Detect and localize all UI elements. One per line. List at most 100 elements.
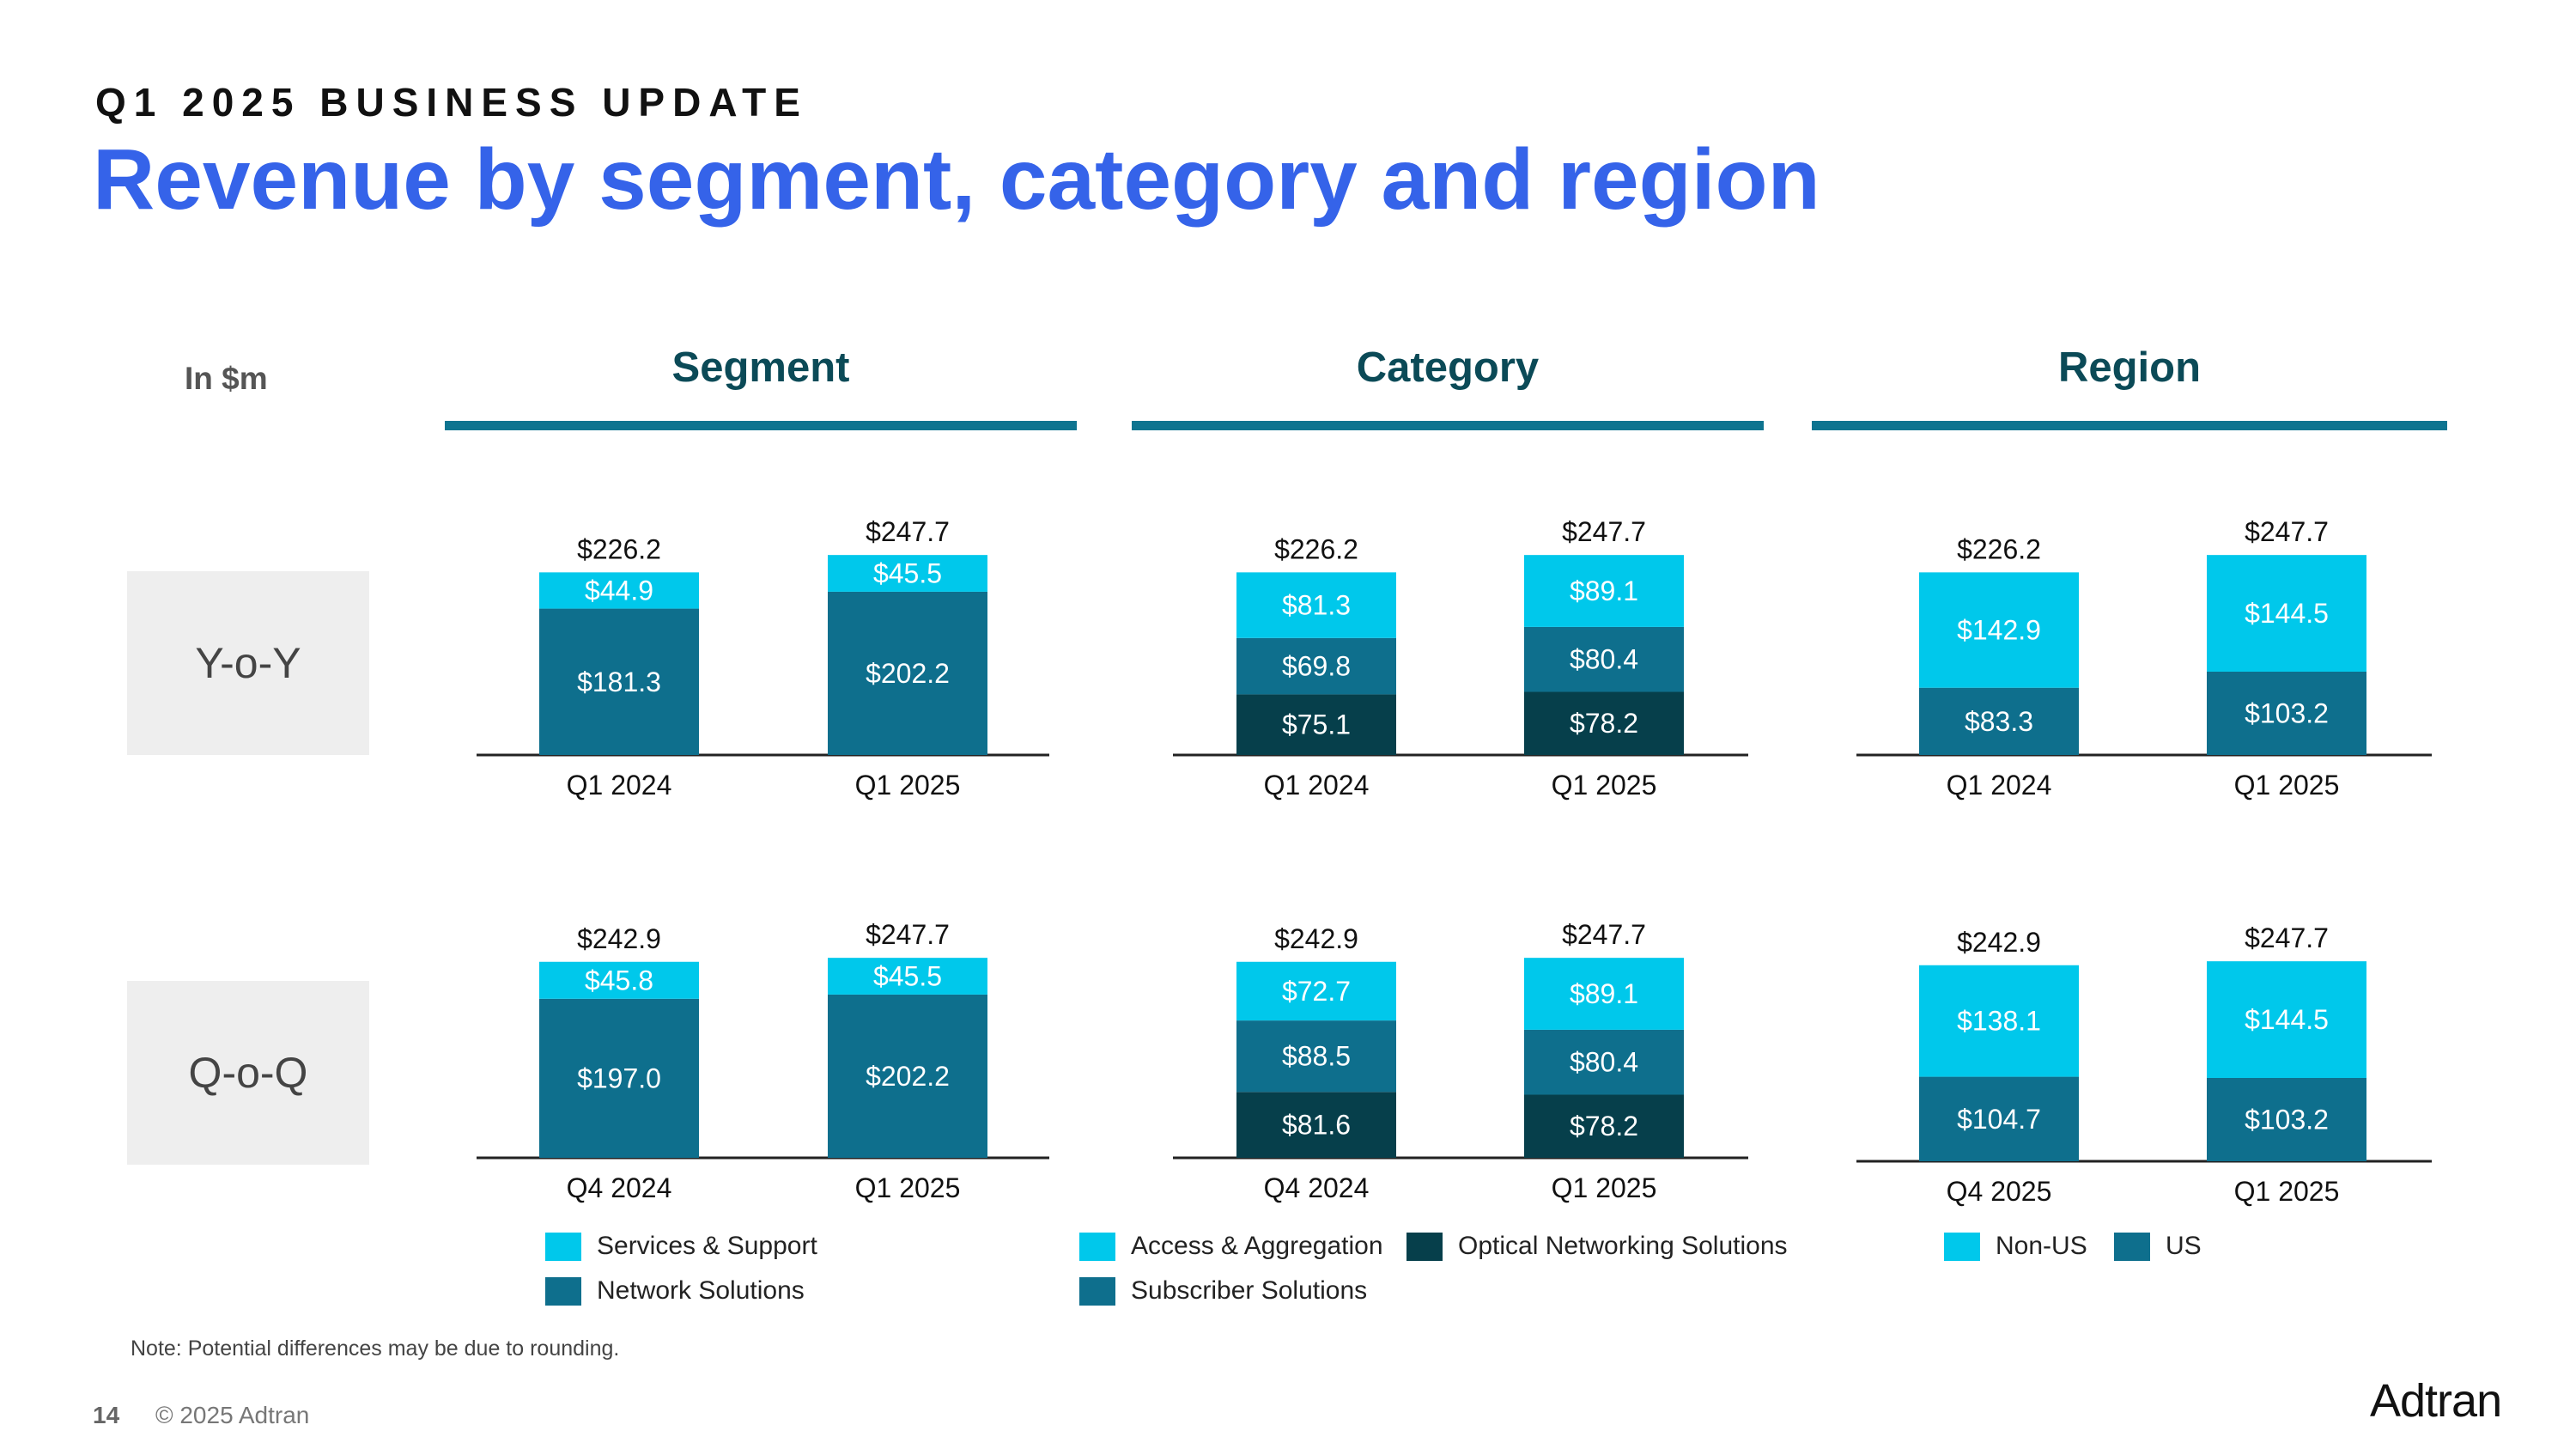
- category-qoq-bar-q4-2024-access-aggregation: [1236, 961, 1396, 1021]
- legend-label: Non-US: [1996, 1232, 2087, 1260]
- legend-item-services-support: Services & Support: [545, 1232, 817, 1261]
- category-qoq-bar-q1-2025-access-aggregation: [1524, 958, 1684, 1030]
- region-qoq-bar-q4-2025-us: [1919, 1076, 2079, 1161]
- kicker: Q1 2025 BUSINESS UPDATE: [95, 80, 808, 125]
- legend-label: Services & Support: [597, 1232, 817, 1260]
- category-yoy-bar-q1-2025-optical-networking-solutions: [1524, 691, 1684, 755]
- region-yoy-total-label: $247.7: [2245, 516, 2329, 547]
- adtran-logo: Adtran: [2370, 1375, 2502, 1427]
- category-yoy-data-label: $69.8: [1282, 651, 1351, 682]
- page-number: 14: [93, 1402, 120, 1428]
- region-yoy-bar-q1-2024-us: [1919, 687, 2079, 755]
- category-yoy-bar-q1-2025-subscriber-solutions: [1524, 626, 1684, 692]
- page-title: Revenue by segment, category and region: [93, 131, 1820, 228]
- region-yoy-bar-q1-2025-non-us: [2207, 555, 2366, 672]
- category-qoq-category-label: Q1 2025: [1552, 1172, 1657, 1203]
- copyright: © 2025 Adtran: [155, 1402, 310, 1428]
- segment-yoy-bar-q1-2025-network-solutions: [828, 591, 987, 755]
- category-qoq-bar-q1-2025-subscriber-solutions: [1524, 1029, 1684, 1095]
- legend-item-access-aggregation: Access & Aggregation: [1079, 1232, 1383, 1261]
- region-qoq-category-label: Q4 2025: [1947, 1176, 2052, 1207]
- column-header-segment: Segment: [671, 344, 850, 391]
- segment-qoq-total-label: $242.9: [577, 923, 661, 954]
- category-qoq-category-label: Q4 2024: [1264, 1172, 1370, 1203]
- segment-yoy-bar-q1-2025-services-support: [828, 555, 987, 592]
- region-qoq-total-label: $242.9: [1957, 927, 2041, 958]
- legend-label: Network Solutions: [597, 1276, 805, 1305]
- segment-yoy-total-label: $226.2: [577, 533, 661, 564]
- category-yoy-bar-q1-2024-access-aggregation: [1236, 572, 1396, 638]
- legend-swatch-mid: [545, 1276, 581, 1306]
- category-qoq-data-label: $89.1: [1570, 978, 1638, 1009]
- region-qoq-bar-q4-2025-non-us: [1919, 965, 2079, 1077]
- legend-item-network-solutions: Network Solutions: [545, 1276, 805, 1306]
- row-label-yoy: Y-o-Y: [127, 571, 369, 755]
- region-yoy-data-label: $103.2: [2245, 697, 2329, 728]
- region-yoy-bar-q1-2024-non-us: [1919, 572, 2079, 688]
- category-yoy-data-label: $75.1: [1282, 709, 1351, 740]
- segment-yoy-data-label: $181.3: [577, 667, 661, 697]
- segment-yoy-data-label: $45.5: [873, 558, 942, 589]
- legend-label: Access & Aggregation: [1131, 1232, 1383, 1260]
- category-yoy-total-label: $247.7: [1562, 516, 1646, 547]
- column-header-category: Category: [1356, 344, 1540, 391]
- footer: 14 © 2025 Adtran: [93, 1402, 309, 1429]
- legend-item-us: US: [2114, 1232, 2202, 1261]
- category-qoq-total-label: $242.9: [1274, 923, 1358, 954]
- segment-qoq-category-label: Q1 2025: [855, 1172, 961, 1203]
- region-qoq-bar-q1-2025-us: [2207, 1077, 2366, 1161]
- region-qoq-total-label: $247.7: [2245, 922, 2329, 953]
- region-header-rule: [1812, 421, 2447, 430]
- unit-label: In $m: [185, 361, 268, 396]
- region-yoy-bar-q1-2025-us: [2207, 671, 2366, 755]
- category-qoq-data-label: $80.4: [1570, 1047, 1638, 1078]
- segment-yoy-category-label: Q1 2025: [855, 770, 961, 801]
- region-qoq-data-label: $104.7: [1957, 1104, 2041, 1135]
- legend-swatch-mid: [1079, 1276, 1115, 1306]
- category-qoq-bar-q1-2025-optical-networking-solutions: [1524, 1094, 1684, 1158]
- segment-yoy-category-label: Q1 2024: [567, 770, 672, 801]
- row-label-qoq: Q-o-Q: [127, 981, 369, 1165]
- region-qoq-data-label: $144.5: [2245, 1004, 2329, 1035]
- segment-qoq-data-label: $202.2: [866, 1061, 950, 1092]
- category-yoy-category-label: Q1 2024: [1264, 770, 1370, 801]
- segment-yoy-data-label: $202.2: [866, 658, 950, 689]
- legend-label: US: [2166, 1232, 2202, 1260]
- category-qoq-bar-q4-2024-optical-networking-solutions: [1236, 1092, 1396, 1158]
- segment-qoq-data-label: $45.5: [873, 961, 942, 992]
- region-yoy-data-label: $83.3: [1965, 706, 2033, 737]
- region-yoy-data-label: $142.9: [1957, 615, 2041, 646]
- legend-swatch-mid: [2114, 1232, 2150, 1261]
- category-qoq-data-label: $81.6: [1282, 1110, 1351, 1141]
- legend-label: Subscriber Solutions: [1131, 1276, 1368, 1305]
- legend-item-subscriber-solutions: Subscriber Solutions: [1079, 1276, 1367, 1306]
- category-yoy-bar-q1-2024-subscriber-solutions: [1236, 637, 1396, 695]
- segment-qoq-bar-q4-2024-services-support: [539, 961, 699, 999]
- region-qoq-data-label: $103.2: [2245, 1104, 2329, 1135]
- segment-yoy-bar-q1-2024-services-support: [539, 572, 699, 609]
- segment-qoq-bar-q4-2024-network-solutions: [539, 998, 699, 1158]
- segment-qoq-total-label: $247.7: [866, 919, 950, 950]
- column-header-region: Region: [2057, 344, 2202, 391]
- segment-header-rule: [445, 421, 1077, 430]
- segment-qoq-data-label: $197.0: [577, 1062, 661, 1093]
- category-qoq-data-label: $78.2: [1570, 1111, 1638, 1142]
- legend-item-optical-networking: Optical Networking Solutions: [1406, 1232, 1788, 1261]
- category-qoq-bar-q4-2024-subscriber-solutions: [1236, 1020, 1396, 1093]
- category-qoq-data-label: $72.7: [1282, 976, 1351, 1007]
- segment-qoq-data-label: $45.8: [585, 965, 653, 995]
- category-qoq-total-label: $247.7: [1562, 919, 1646, 950]
- region-qoq-data-label: $138.1: [1957, 1006, 2041, 1037]
- category-yoy-category-label: Q1 2025: [1552, 770, 1657, 801]
- legend-swatch-dark: [1406, 1232, 1443, 1261]
- region-qoq-category-label: Q1 2025: [2234, 1176, 2340, 1207]
- segment-yoy-bar-q1-2024-network-solutions: [539, 608, 699, 755]
- category-yoy-data-label: $89.1: [1570, 575, 1638, 606]
- segment-yoy-data-label: $44.9: [585, 575, 653, 606]
- legend-swatch-light: [1079, 1232, 1115, 1261]
- legend-item-non-us: Non-US: [1944, 1232, 2087, 1261]
- segment-qoq-bar-q1-2025-network-solutions: [828, 994, 987, 1158]
- segment-yoy-total-label: $247.7: [866, 516, 950, 547]
- footnote: Note: Potential differences may be due t…: [131, 1336, 620, 1361]
- region-yoy-category-label: Q1 2024: [1947, 770, 2052, 801]
